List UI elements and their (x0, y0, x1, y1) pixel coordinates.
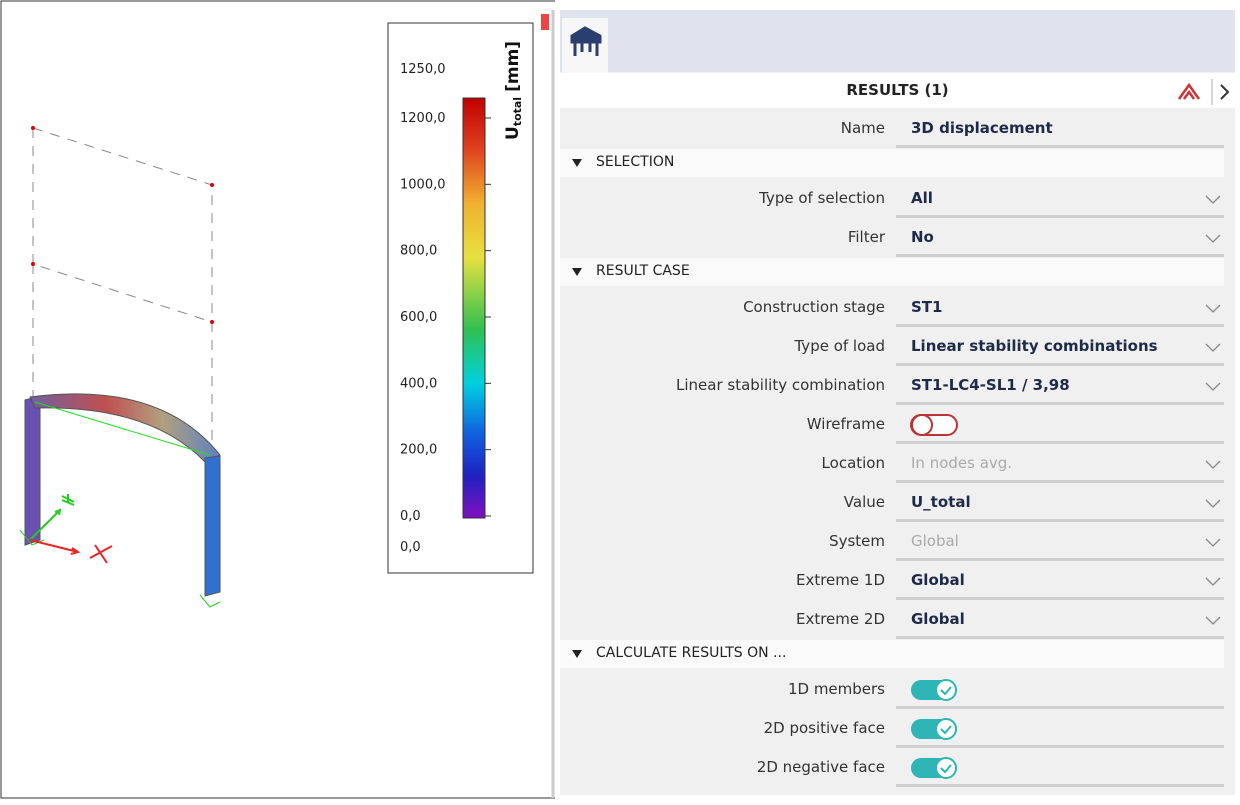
tab-strip (560, 10, 1235, 72)
dropdown-chevron[interactable] (1205, 577, 1221, 587)
legend-label: 1200,0 (400, 111, 446, 126)
legend-label: 200,0 (400, 443, 437, 458)
header-buttons (1177, 79, 1230, 105)
legend-label: 800,0 (400, 244, 437, 259)
section-label: RESULT CASE (596, 263, 690, 279)
row-value[interactable]: Linear stability combinations (911, 337, 1158, 355)
legend-label: 600,0 (400, 310, 437, 325)
switch[interactable] (910, 678, 960, 702)
dropdown-chevron[interactable] (1205, 616, 1221, 626)
legend-box (387, 22, 534, 574)
value-underline (896, 597, 1224, 600)
value-underline (896, 519, 1224, 522)
legend-title-subscript: total (511, 97, 524, 126)
legend-label: 0,0 (400, 509, 421, 524)
value-underline (896, 402, 1224, 405)
dropdown-chevron[interactable] (1205, 538, 1221, 548)
value-underline (896, 558, 1224, 561)
row-label: Location (821, 454, 885, 472)
row-label: System (829, 532, 885, 550)
nodes (31, 126, 214, 324)
row-label: Name (840, 119, 885, 137)
brace (34, 401, 211, 456)
row-value[interactable]: ST1-LC4-SL1 / 3,98 (911, 376, 1070, 394)
section-toggle[interactable] (572, 650, 584, 660)
row-value[interactable]: Global (911, 571, 965, 589)
model-viewport: Utotal [mm] 1250,0 0,0 1200,0 1000,0 800,0 6… (0, 0, 555, 799)
dropdown-chevron[interactable] (1205, 343, 1221, 353)
results-tab[interactable] (562, 18, 608, 74)
legend-unit: [mm] (503, 41, 523, 92)
legend-max: 1250,0 (400, 62, 446, 77)
row-value[interactable]: Global (911, 532, 959, 550)
dropdown-chevron[interactable] (1205, 382, 1221, 392)
value-underline (896, 706, 1224, 709)
panel-header: RESULTS (1) (846, 81, 949, 99)
dropdown-chevron[interactable] (1205, 499, 1221, 509)
row-label: Type of selection (759, 189, 885, 207)
section-label: CALCULATE RESULTS ON ... (596, 645, 787, 661)
section-toggle[interactable] (572, 268, 584, 278)
legend-handle[interactable] (541, 14, 549, 30)
deformed-structure (19, 393, 221, 608)
dropdown-chevron[interactable] (1205, 460, 1221, 470)
value-underline (896, 324, 1224, 327)
next-button[interactable] (1220, 84, 1230, 100)
value-underline (896, 636, 1224, 639)
value-underline (896, 745, 1224, 748)
color-bar (462, 97, 486, 519)
section-header: RESULT CASE (560, 258, 1224, 286)
collapse-button[interactable] (1177, 82, 1201, 100)
rows: Name 3D displacement SELECTION Type of sele… (560, 110, 1235, 795)
row-value[interactable]: Global (911, 610, 965, 628)
switch[interactable] (910, 717, 960, 741)
row-value[interactable]: ST1 (911, 298, 943, 316)
tab-icon (570, 26, 602, 56)
value-underline (896, 145, 1224, 148)
row-label: Value (843, 493, 885, 511)
row-label: 2D positive face (763, 719, 885, 737)
legend-min: 0,0 (400, 540, 421, 555)
row-value[interactable]: 3D displacement (911, 119, 1053, 137)
legend-label: 1000,0 (400, 177, 446, 192)
properties-panel: RESULTS (1) Name 3D displacement SELECTION… (560, 10, 1235, 795)
row-label: Linear stability combination (676, 376, 885, 394)
supports (19, 529, 221, 608)
dropdown-chevron[interactable] (1205, 304, 1221, 314)
legend-title: Utotal [mm] (503, 41, 524, 140)
value-underline (896, 363, 1224, 366)
row-label: 2D negative face (756, 758, 885, 776)
row-label: Type of load (794, 337, 885, 355)
frame (0, 0, 555, 799)
legend-title-symbol: U (503, 126, 523, 140)
row-value[interactable]: In nodes avg. (911, 454, 1013, 472)
axes-gizmo (29, 494, 113, 564)
row-label: 1D members (787, 680, 885, 698)
row-label: Wireframe (806, 415, 885, 433)
value-underline (896, 215, 1224, 218)
section-label: SELECTION (596, 154, 675, 170)
value-underline (896, 254, 1224, 257)
dropdown-chevron[interactable] (1205, 234, 1221, 244)
row-value[interactable]: All (911, 189, 933, 207)
row-value[interactable]: No (911, 228, 934, 246)
section-toggle[interactable] (572, 159, 584, 169)
value-underline (896, 441, 1224, 444)
header-bar: RESULTS (1) (560, 73, 1235, 108)
row-label: Construction stage (743, 298, 885, 316)
legend-label: 400,0 (400, 376, 437, 391)
section-header: CALCULATE RESULTS ON ... (560, 640, 1224, 668)
row-label: Filter (847, 228, 885, 246)
dropdown-chevron[interactable] (1205, 195, 1221, 205)
row-label: Extreme 2D (795, 610, 885, 628)
value-underline (896, 480, 1224, 483)
row-label: Extreme 1D (795, 571, 885, 589)
row-value[interactable]: U_total (911, 493, 971, 511)
section-header: SELECTION (560, 149, 1224, 177)
switch[interactable] (910, 413, 960, 437)
switch[interactable] (910, 756, 960, 780)
value-underline (896, 784, 1224, 787)
